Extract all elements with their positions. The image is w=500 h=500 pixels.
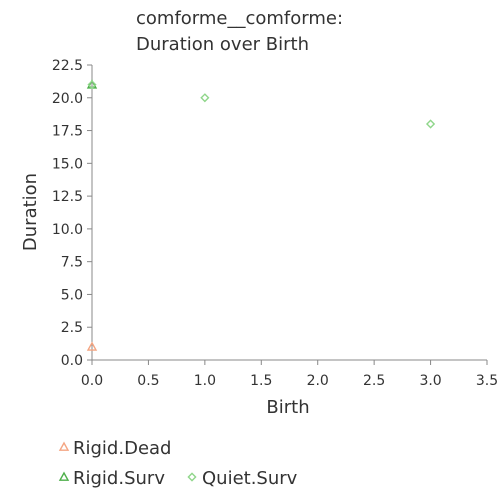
- legend-item-rigid-dead[interactable]: Rigid.Dead: [58, 438, 171, 459]
- legend-label-rigid-surv: Rigid.Surv: [73, 468, 165, 489]
- legend-marker-rigid-surv: [58, 471, 70, 481]
- legend: Rigid.Dead Rigid.Surv Quiet.Surv: [58, 438, 298, 489]
- x-tick-label: 2.5: [363, 373, 385, 389]
- y-tick-label: 17.5: [52, 124, 83, 140]
- x-tick-label: 3.5: [476, 373, 498, 389]
- legend-label-rigid-dead: Rigid.Dead: [73, 438, 171, 459]
- x-axis-title: Birth: [266, 397, 309, 418]
- y-tick-label: 12.5: [52, 189, 83, 205]
- y-axis-title: Duration: [20, 173, 41, 251]
- legend-item-rigid-surv[interactable]: Rigid.Surv: [58, 468, 165, 489]
- point-rigid-dead[interactable]: [86, 341, 98, 351]
- y-axis-ticks: 0.0 2.5 5.0 7.5 10.0 12.5 15.0 17.5 20.0 22.5: [52, 58, 92, 369]
- legend-marker-quiet-surv: [187, 472, 197, 482]
- point-quiet-surv[interactable]: [425, 119, 436, 129]
- legend-item-quiet-surv[interactable]: Quiet.Surv: [187, 468, 298, 489]
- x-tick-label: 1.0: [194, 373, 216, 389]
- y-tick-label: 22.5: [52, 58, 83, 74]
- x-tick-label: 0.0: [81, 373, 103, 389]
- x-axis-ticks: 0.0 0.5 1.0 1.5 2.0 2.5 3.0 3.5: [81, 360, 498, 389]
- y-tick-label: 7.5: [61, 255, 83, 271]
- y-tick-label: 20.0: [52, 91, 83, 107]
- y-tick-label: 10.0: [52, 222, 83, 238]
- x-tick-label: 2.0: [307, 373, 329, 389]
- x-tick-label: 1.5: [250, 373, 272, 389]
- x-tick-label: 0.5: [137, 373, 159, 389]
- point-quiet-surv[interactable]: [200, 93, 210, 103]
- x-tick-label: 3.0: [419, 373, 441, 389]
- legend-label-quiet-surv: Quiet.Surv: [202, 468, 298, 489]
- y-tick-label: 5.0: [61, 287, 83, 303]
- chart-title-line-2: Duration over Birth: [136, 34, 309, 55]
- legend-marker-rigid-dead: [58, 441, 70, 451]
- y-tick-label: 2.5: [61, 320, 83, 336]
- data-points: [86, 79, 436, 351]
- y-tick-label: 15.0: [52, 156, 83, 172]
- chart-title-line-1: comforme__comforme:: [136, 8, 343, 29]
- point-quiet-surv[interactable]: [87, 80, 97, 90]
- y-tick-label: 0.0: [61, 353, 83, 369]
